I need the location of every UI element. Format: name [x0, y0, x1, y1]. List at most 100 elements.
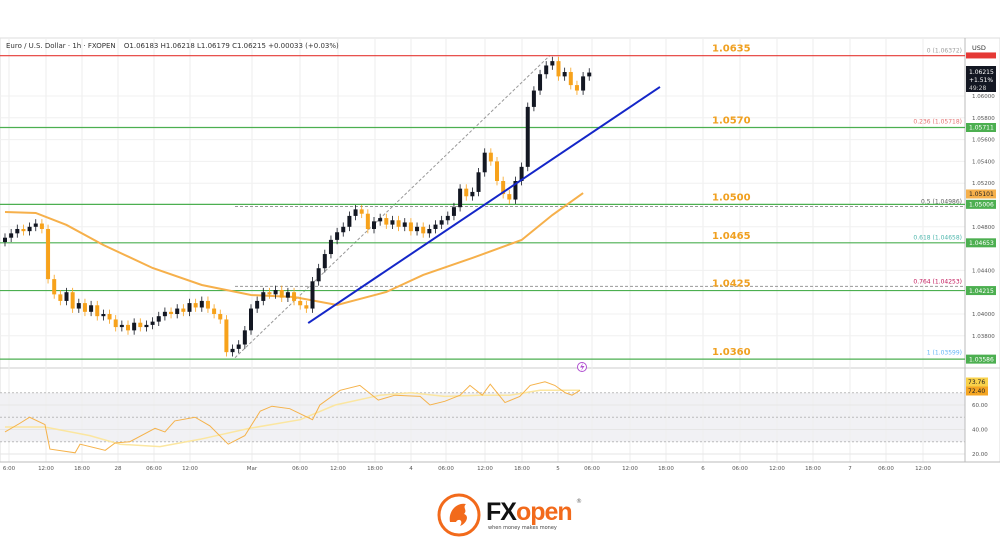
candle — [89, 300, 94, 317]
x-tick-label: Mar — [247, 466, 258, 472]
fib-label: 0.236 (1.05718) — [913, 119, 962, 126]
fib-label: 1 (1.03599) — [927, 350, 962, 357]
x-tick-label: 6 — [701, 466, 705, 472]
candle-body — [181, 308, 186, 312]
candle — [156, 311, 161, 326]
chart-header: Euro / U.S. Dollar · 1h · FXOPEN O1.0618… — [6, 42, 339, 50]
x-tick-label: 12:00 — [622, 466, 638, 472]
candle — [255, 296, 260, 313]
x-tick-label: 06:00 — [732, 466, 748, 472]
candle — [298, 296, 303, 310]
y-tick-label: 1.05200 — [972, 181, 995, 187]
candle-body — [451, 207, 456, 216]
candle-body — [353, 209, 358, 216]
level-label: 1.0500 — [712, 192, 751, 203]
candle — [187, 298, 192, 317]
candle — [408, 218, 413, 236]
logo-fx: FX — [486, 498, 517, 526]
candle-body — [328, 239, 333, 255]
candle-body — [15, 228, 20, 234]
candle-body — [464, 188, 469, 197]
candle — [421, 222, 426, 238]
candle — [52, 274, 57, 299]
price-badge-label: 1.05006 — [969, 202, 994, 209]
x-tick-label: 6:00 — [3, 466, 16, 472]
candle-body — [574, 85, 579, 91]
price-badge — [966, 286, 996, 296]
candle-body — [261, 292, 266, 301]
candle-body — [33, 223, 38, 227]
candle-body — [581, 76, 586, 91]
candle — [242, 325, 247, 349]
candle — [33, 219, 38, 232]
candle — [27, 222, 32, 236]
logo-reg: ® — [576, 498, 582, 505]
candle — [144, 320, 149, 332]
rsi-tick-label: 40.00 — [972, 428, 988, 434]
candle — [507, 189, 512, 204]
rsi-badge-label: 73.76 — [968, 379, 985, 386]
candle-body — [298, 300, 303, 306]
x-tick-label: 06:00 — [292, 466, 308, 472]
fib-trend-line — [234, 55, 551, 359]
candle-body — [107, 314, 112, 320]
candle-body — [205, 300, 210, 309]
candle-body — [378, 218, 383, 222]
candle-body — [568, 72, 573, 86]
x-tick-label: 06:00 — [438, 466, 454, 472]
candle — [562, 67, 567, 81]
candle — [550, 56, 555, 70]
candle-body — [476, 172, 481, 192]
candle-body — [304, 305, 309, 309]
candle-body — [390, 220, 395, 225]
candle-body — [236, 344, 241, 349]
dragon-emblem-icon — [437, 493, 481, 537]
x-tick-label: 12:00 — [769, 466, 785, 472]
x-tick-label: 28 — [115, 466, 122, 472]
candle — [82, 298, 87, 317]
candle-body — [58, 294, 63, 301]
candle-body — [501, 181, 506, 195]
candle-body — [587, 72, 592, 77]
candle — [95, 300, 100, 321]
rsi-badge-label: 72.40 — [968, 388, 985, 395]
candle-body — [113, 319, 118, 328]
candle — [458, 184, 463, 212]
candle — [236, 340, 241, 354]
candle — [205, 296, 210, 313]
x-tick-label: 18:00 — [514, 466, 530, 472]
candle — [347, 211, 352, 232]
candle — [390, 215, 395, 229]
last-price: 1.06215 — [969, 69, 994, 76]
candle — [199, 296, 204, 312]
candle — [39, 219, 44, 234]
candle — [415, 222, 420, 236]
candle-body — [218, 314, 223, 320]
candle — [273, 285, 278, 299]
y-tick-label: 1.03800 — [972, 334, 995, 340]
price-badge-label: 1.03586 — [969, 356, 994, 363]
candle-body — [562, 72, 567, 77]
candle-body — [292, 292, 297, 301]
rsi-line — [4, 381, 581, 454]
candle — [64, 287, 69, 306]
candle — [15, 224, 20, 238]
candle — [3, 233, 7, 247]
candle-body — [249, 308, 253, 331]
candle-body — [415, 226, 420, 232]
candle — [544, 61, 549, 79]
candle — [138, 318, 143, 332]
x-tick-label: 12:00 — [182, 466, 198, 472]
candle-body — [144, 324, 149, 328]
x-tick-label: 06:00 — [878, 466, 894, 472]
candle — [175, 304, 180, 319]
candle-body — [267, 292, 272, 295]
candle — [322, 249, 327, 273]
candle-body — [359, 209, 364, 214]
candle-body — [341, 226, 346, 233]
candle — [574, 80, 579, 95]
fib-label: 0.764 (1.04253) — [913, 278, 962, 285]
x-tick-label: 06:00 — [584, 466, 600, 472]
logo-open: open — [515, 498, 573, 526]
